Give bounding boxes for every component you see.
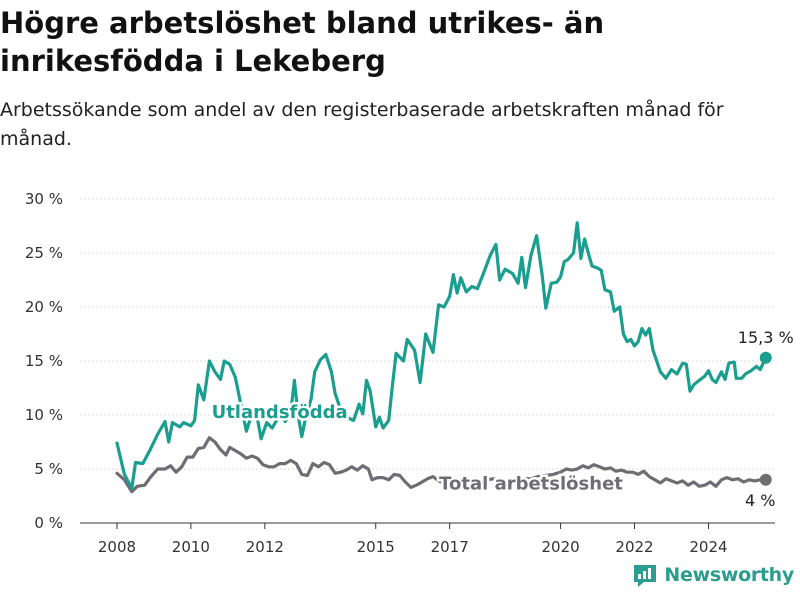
y-tick-label: 25 % [25, 244, 63, 262]
x-tick-label: 2012 [246, 538, 284, 556]
newsworthy-logo-icon [634, 565, 657, 587]
y-tick-label: 5 % [34, 460, 63, 478]
chart-title: Högre arbetslöshet bland utrikes- än inr… [0, 6, 605, 78]
y-tick-label: 10 % [25, 406, 63, 424]
brand-name: Newsworthy [664, 564, 794, 586]
y-tick-label: 30 % [25, 190, 63, 208]
series-line-total [115, 436, 768, 494]
chart-subtitle: Arbetssökande som andel av den registerb… [0, 99, 724, 150]
end-point-utlandsfodda [759, 351, 772, 364]
x-tick-label: 2024 [689, 538, 727, 556]
x-tick-label: 2015 [357, 538, 395, 556]
x-tick-label: 2017 [431, 538, 469, 556]
x-tick-label: 2020 [541, 538, 579, 556]
y-tick-label: 15 % [25, 352, 63, 370]
y-tick-label: 0 % [34, 514, 63, 532]
x-tick-label: 2022 [615, 538, 653, 556]
brand-logo[interactable]: Newsworthy [632, 562, 794, 588]
end-label-total: 4 % [745, 491, 775, 510]
y-tick-label: 20 % [25, 298, 63, 316]
series-line-utlandsfodda [115, 221, 768, 490]
x-tick-label: 2010 [172, 538, 210, 556]
series-label-total: Total arbetslöshet [439, 474, 623, 495]
end-point-total [759, 473, 772, 486]
series-label-utlandsfodda: Utlandsfödda [212, 402, 348, 423]
x-tick-label: 2008 [98, 538, 136, 556]
end-label-utlandsfodda: 15,3 % [738, 328, 794, 347]
